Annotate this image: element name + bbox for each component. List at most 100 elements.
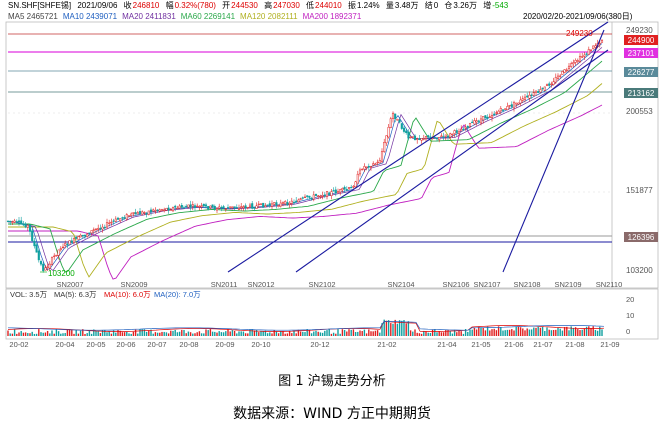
candle-body	[270, 203, 274, 207]
candle-body	[486, 116, 489, 119]
candle-body	[211, 204, 214, 208]
volume-bar	[381, 323, 383, 336]
candle-body	[257, 203, 260, 206]
candle-body	[455, 130, 458, 133]
contract-label-SN2110: SN2110	[596, 280, 623, 289]
candle-body	[479, 118, 483, 124]
candle-body	[334, 189, 337, 194]
volume-bar	[189, 332, 192, 336]
candle-body	[132, 212, 135, 214]
volume-bar	[7, 330, 9, 336]
volume-bar	[513, 330, 515, 336]
volume-bar	[363, 329, 366, 336]
candle-body	[295, 200, 298, 203]
candle-body	[600, 39, 604, 43]
channel-line-lower	[295, 49, 609, 273]
volume-bar	[460, 331, 462, 336]
volume-bar	[11, 333, 14, 336]
candle-body	[44, 267, 47, 271]
volume-bar	[368, 329, 370, 336]
ma20-line	[8, 47, 603, 272]
date-label-20-09: 20-09	[215, 340, 234, 349]
volume-bar	[306, 329, 308, 336]
candle-body	[134, 212, 137, 215]
candle-body	[405, 130, 408, 134]
volume-bar	[423, 330, 425, 336]
candle-body	[391, 112, 395, 119]
candle-body	[508, 104, 511, 107]
candle-body	[240, 206, 243, 209]
volume-bar	[352, 329, 355, 336]
candle-body	[81, 234, 84, 237]
volume-bar	[451, 333, 454, 336]
candle-body	[244, 205, 247, 209]
candle-body	[537, 91, 540, 93]
candle-body	[86, 233, 89, 237]
candle-body	[358, 169, 362, 175]
volume-bar	[566, 326, 568, 336]
axis-label-103200: 103200	[626, 266, 653, 275]
candle-body	[402, 127, 406, 132]
amplitude-value: 1.24%	[356, 1, 380, 10]
candle-body	[585, 53, 588, 55]
candle-body	[160, 209, 164, 211]
volume-bar	[515, 326, 517, 336]
volume-bar	[291, 333, 293, 336]
candle-body	[204, 204, 208, 207]
candle-body	[279, 202, 282, 207]
candle-body	[121, 217, 124, 219]
volume-bar	[121, 332, 124, 336]
high-value: 247030	[273, 1, 300, 10]
volume-bar	[181, 329, 183, 336]
candle-body	[292, 201, 296, 204]
volume-bar	[277, 333, 280, 336]
volume-bar	[601, 329, 603, 336]
candle-body	[97, 227, 100, 230]
candle-body	[422, 138, 425, 140]
candle-body	[400, 123, 403, 129]
date-label-21-05: 21-05	[471, 340, 490, 349]
volume-bar	[489, 330, 491, 336]
volume-bar	[365, 333, 368, 336]
candle-body	[136, 212, 139, 215]
volume-bar	[299, 331, 302, 336]
volume-bar	[392, 323, 394, 336]
volume-bar	[526, 328, 528, 336]
volume-bar	[418, 333, 421, 336]
candle-body	[325, 191, 329, 198]
volume-bar	[44, 332, 47, 336]
candle-body	[339, 189, 342, 193]
volume-bar	[517, 326, 520, 336]
volume-bar	[165, 332, 168, 336]
candle-body	[50, 257, 54, 265]
volume-bar	[427, 332, 429, 336]
oi-change-label: 增	[483, 1, 492, 10]
volume-bar	[519, 327, 522, 336]
candle-body	[145, 213, 148, 215]
ma-legend-item-ma20: MA20 2411831	[122, 12, 176, 21]
volume-bar	[33, 333, 36, 336]
volume-bar	[357, 331, 359, 336]
candle-body	[341, 188, 344, 191]
tag-237101: 237101	[628, 49, 655, 58]
volume-bar	[438, 331, 440, 336]
volume-bar	[143, 329, 146, 336]
candle-body	[442, 136, 445, 138]
high-label: 高	[264, 1, 273, 10]
volume-bar	[491, 329, 493, 336]
symbol[interactable]: SN.SHF[SHFE锡]	[8, 1, 72, 10]
candle-body	[37, 250, 40, 261]
volume-bar	[275, 331, 278, 336]
volume-bar	[161, 331, 163, 336]
candle-body	[574, 60, 577, 63]
volume-bar	[55, 329, 58, 336]
volume-bar	[203, 333, 205, 336]
candle-body	[567, 65, 571, 70]
candle-body	[592, 45, 595, 49]
date-label-21-06: 21-06	[504, 340, 523, 349]
volume-bar	[572, 327, 575, 336]
volume-bar	[220, 332, 223, 336]
close-label: 收	[123, 1, 132, 10]
candle-body	[361, 168, 364, 171]
channel-line-upper	[227, 21, 609, 273]
